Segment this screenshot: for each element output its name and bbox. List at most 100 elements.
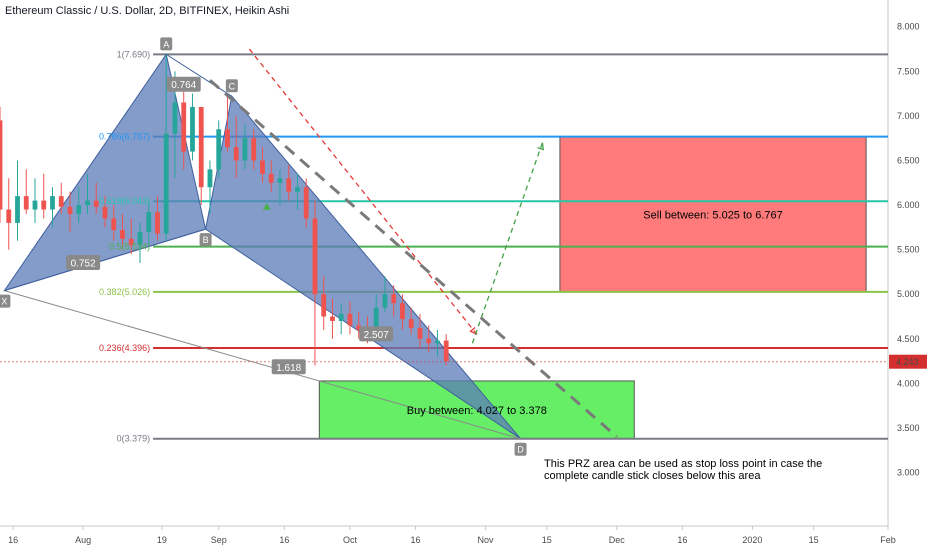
point-X-badge bbox=[0, 294, 11, 308]
x-tick-2: 19 bbox=[157, 535, 167, 545]
candle-body-34 bbox=[295, 187, 300, 192]
x-tick-4: 16 bbox=[279, 535, 289, 545]
ratio-badge-0 bbox=[166, 76, 201, 92]
candle-body-33 bbox=[286, 178, 292, 192]
x-tick-7: Nov bbox=[478, 535, 495, 545]
green-path-arrowhead bbox=[537, 142, 544, 151]
current-price-label: 4.243 bbox=[896, 357, 919, 367]
candle-body-21 bbox=[181, 102, 187, 152]
candle-body-26 bbox=[225, 129, 230, 148]
candle-body-25 bbox=[216, 129, 222, 170]
candle-body-50 bbox=[435, 340, 440, 344]
candle-body-6 bbox=[50, 196, 55, 210]
current-price-tag bbox=[889, 354, 927, 369]
point-C-label: C bbox=[229, 81, 236, 91]
y-tick-3: 4.500 bbox=[897, 334, 920, 344]
y-tick-6: 6.000 bbox=[897, 200, 920, 210]
candle-body-29 bbox=[251, 138, 257, 161]
x-tick-1: Aug bbox=[75, 535, 91, 545]
x-tick-9: Dec bbox=[609, 535, 626, 545]
red-path-arrowhead bbox=[469, 326, 478, 335]
candle-body-45 bbox=[391, 294, 397, 304]
ratio-label-3: 1.618 bbox=[276, 363, 301, 374]
candle-body-0 bbox=[0, 120, 3, 210]
fib-label-2: 0.618(6.043) bbox=[99, 196, 150, 206]
buy-zone-label: Buy between: 4.027 to 3.378 bbox=[407, 405, 547, 417]
x-tick-5: Oct bbox=[343, 535, 358, 545]
y-tick-5: 5.500 bbox=[897, 245, 920, 255]
y-tick-8: 7.000 bbox=[897, 111, 920, 121]
candle-body-5 bbox=[41, 200, 47, 210]
pattern-xd-line bbox=[4, 290, 521, 440]
point-D-badge bbox=[514, 442, 527, 456]
y-tick-9: 7.500 bbox=[897, 66, 920, 76]
candle-body-7 bbox=[58, 196, 64, 207]
sell-zone-label: Sell between: 5.025 to 6.767 bbox=[643, 209, 782, 221]
x-tick-11: 2020 bbox=[742, 535, 762, 545]
fib-label-0: 1(7.690) bbox=[117, 49, 151, 59]
ratio-badge-1 bbox=[66, 255, 101, 270]
candle-body-35 bbox=[303, 187, 309, 219]
candle-body-4 bbox=[32, 200, 38, 210]
prz-note-line-2: complete candle stick closes below this … bbox=[544, 470, 761, 482]
candle-body-38 bbox=[330, 316, 335, 321]
candle-body-28 bbox=[242, 138, 248, 161]
x-tick-8: 15 bbox=[542, 535, 552, 545]
point-B-label: B bbox=[203, 235, 209, 245]
prz-note-line-1: This PRZ area can be used as stop loss p… bbox=[544, 458, 823, 470]
y-tick-4: 5.000 bbox=[897, 289, 920, 299]
candle-body-37 bbox=[321, 294, 327, 317]
candle-body-47 bbox=[408, 319, 414, 329]
candle-body-40 bbox=[347, 313, 353, 326]
candle-body-49 bbox=[426, 338, 432, 344]
pattern-ac-line bbox=[165, 53, 233, 97]
candle-body-31 bbox=[268, 173, 274, 183]
point-A-badge bbox=[160, 37, 173, 51]
x-tick-12: 15 bbox=[809, 535, 819, 545]
candle-body-18 bbox=[155, 212, 160, 234]
candle-body-3 bbox=[23, 196, 29, 210]
ratio-label-2: 2.507 bbox=[364, 330, 389, 341]
candle-body-2 bbox=[15, 196, 20, 223]
candle-body-24 bbox=[207, 169, 213, 188]
candle-body-36 bbox=[312, 218, 318, 295]
candle-body-32 bbox=[277, 178, 283, 183]
candle-body-41 bbox=[356, 325, 362, 330]
candle-body-13 bbox=[111, 218, 117, 231]
candle-body-46 bbox=[400, 303, 405, 320]
candle-body-22 bbox=[190, 106, 195, 152]
candle-body-12 bbox=[102, 206, 108, 219]
candle-body-17 bbox=[146, 212, 152, 232]
point-X-label: X bbox=[1, 297, 7, 307]
chart-title: Ethereum Classic / U.S. Dollar, 2D, BITF… bbox=[5, 5, 290, 17]
fib-label-3: 0.5(5.534) bbox=[109, 242, 150, 252]
fib-label-5: 0.236(4.396) bbox=[99, 343, 150, 353]
candle-body-30 bbox=[260, 160, 265, 174]
x-tick-0: 16 bbox=[8, 535, 18, 545]
x-tick-13: Feb bbox=[880, 535, 896, 545]
y-tick-0: 3.000 bbox=[897, 468, 920, 478]
y-tick-1: 3.500 bbox=[897, 423, 920, 433]
prz-note: This PRZ area can be used as stop loss p… bbox=[544, 458, 874, 482]
candle-body-19 bbox=[163, 133, 169, 234]
ratio-badge-3 bbox=[271, 359, 306, 375]
candle-body-10 bbox=[85, 200, 90, 206]
candle-body-44 bbox=[382, 294, 388, 308]
candle-body-43 bbox=[373, 307, 379, 337]
fib-label-4: 0.382(5.026) bbox=[99, 287, 150, 297]
y-tick-10: 8.000 bbox=[897, 22, 920, 32]
candle-body-15 bbox=[128, 238, 134, 246]
x-tick-6: 16 bbox=[411, 535, 421, 545]
candle-body-48 bbox=[417, 328, 423, 339]
candle-body-8 bbox=[67, 206, 73, 214]
x-tick-10: 16 bbox=[677, 535, 687, 545]
point-B-badge bbox=[199, 233, 212, 247]
point-D-label: D bbox=[517, 445, 524, 455]
y-tick-7: 6.500 bbox=[897, 155, 920, 165]
pattern-xb-line bbox=[4, 228, 206, 292]
candle-body-20 bbox=[172, 102, 178, 134]
candle-body-39 bbox=[338, 313, 344, 321]
x-tick-3: Sep bbox=[211, 535, 227, 545]
